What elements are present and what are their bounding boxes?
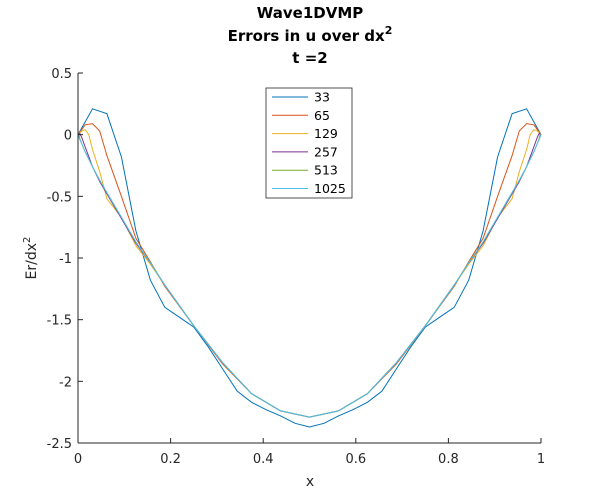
y-tick-group: 0.5 0 -0.5 -1 -1.5 -2 -2.5: [47, 67, 72, 452]
x-tick-label: 0.4: [253, 452, 274, 467]
y-tick-label: -2.5: [47, 437, 72, 452]
legend-label-1025: 1025: [314, 181, 346, 196]
x-axis-label: x: [306, 474, 314, 490]
legend-label-257: 257: [314, 144, 338, 159]
y-axis-label: Er/dx2: [22, 237, 40, 280]
y-tick-label: -1.5: [47, 314, 72, 329]
x-tick-label: 0.2: [160, 452, 181, 467]
y-tick-label: -2: [59, 375, 72, 390]
legend-label-65: 65: [314, 108, 330, 123]
series-line-1025: [77, 134, 542, 418]
x-tick-group: 0 0.2 0.4 0.6 0.8 1: [74, 452, 545, 467]
y-axis-label-text: Er/dx: [24, 243, 40, 280]
title-line-1: Wave1DVMP: [257, 4, 364, 22]
x-tick-label: 1: [537, 452, 545, 467]
y-tick-label: 0: [64, 129, 72, 144]
legend-label-129: 129: [314, 126, 338, 141]
y-tick-label: -0.5: [47, 190, 72, 205]
legend: 33 65 129 257 513 1025: [265, 87, 353, 199]
y-axis-label-superscript: 2: [22, 237, 33, 243]
title-line-3: t =2: [292, 49, 327, 67]
x-tick-label: 0.8: [438, 452, 459, 467]
legend-label-513: 513: [314, 163, 338, 178]
title-superscript: 2: [385, 24, 393, 37]
title-line-2: Errors in u over dx2: [228, 24, 393, 45]
y-tick-label: -1: [59, 252, 72, 267]
chart-title: Wave1DVMP Errors in u over dx2 t =2: [228, 4, 393, 67]
title-line-2-text: Errors in u over dx: [228, 27, 385, 45]
series-layer: [77, 108, 542, 428]
legend-box: [265, 87, 353, 199]
legend-label-33: 33: [314, 90, 330, 105]
series-line-33: [77, 108, 542, 428]
x-tick-label: 0.6: [345, 452, 366, 467]
y-tick-label: 0.5: [51, 67, 72, 82]
x-tick-label: 0: [74, 452, 82, 467]
